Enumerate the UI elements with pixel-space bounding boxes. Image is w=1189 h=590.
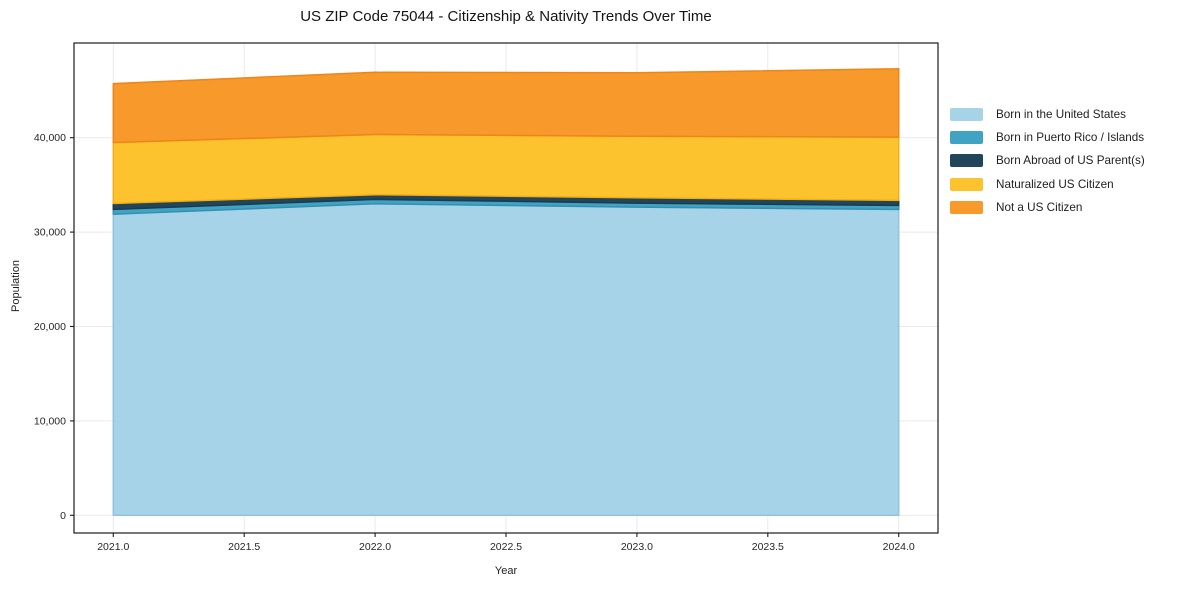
y-tick-label: 10,000 — [34, 415, 66, 427]
x-tick-label: 2021.5 — [228, 541, 260, 553]
x-axis: 2021.0 2021.5 2022.0 2022.5 2023.0 2023.5 2024… — [97, 533, 915, 553]
legend-row-naturalized-us-citizen: Naturalized US Citizen — [950, 173, 1145, 196]
y-tick-label: 0 — [60, 510, 66, 522]
x-tick-label: 2023.5 — [752, 541, 784, 553]
x-tick-label: 2022.0 — [359, 541, 391, 553]
x-tick-label: 2023.0 — [621, 541, 653, 553]
legend-label: Not a US Citizen — [996, 200, 1083, 214]
legend-swatch-icon — [950, 131, 983, 145]
areas — [112, 68, 900, 517]
area-not-a-us-citizen — [112, 68, 900, 144]
x-tick-label: 2022.5 — [490, 541, 522, 553]
x-tick-label: 2024.0 — [883, 541, 915, 553]
legend-swatch-icon — [950, 177, 983, 191]
x-tick-label: 2021.0 — [97, 541, 129, 553]
legend: Born in the United States Born in Puerto … — [950, 103, 1145, 219]
legend-swatch-icon — [950, 200, 983, 214]
legend-swatch-icon — [950, 108, 983, 122]
legend-label: Born in Puerto Rico / Islands — [996, 131, 1145, 145]
legend-label: Born in the United States — [996, 108, 1126, 122]
y-tick-label: 30,000 — [34, 227, 66, 239]
chart-title: US ZIP Code 75044 - Citizenship & Nativi… — [300, 8, 712, 25]
legend-label: Born Abroad of US Parent(s) — [996, 154, 1145, 168]
legend-row-born-in-puerto-rico-islands: Born in Puerto Rico / Islands — [950, 126, 1145, 149]
legend-swatch-icon — [950, 154, 983, 168]
legend-row-born-in-the-united-states: Born in the United States — [950, 103, 1145, 126]
xaxis-title: Year — [495, 565, 518, 577]
y-tick-label: 20,000 — [34, 321, 66, 333]
y-axis: 0 10,000 20,000 30,000 40,000 — [34, 132, 74, 522]
yaxis-title: Population — [10, 260, 22, 312]
area-born-in-the-united-states — [112, 203, 900, 517]
legend-row-born-abroad-of-us-parent-s: Born Abroad of US Parent(s) — [950, 149, 1145, 172]
area-naturalized-us-citizen — [112, 133, 900, 205]
legend-label: Naturalized US Citizen — [996, 177, 1114, 191]
legend-row-not-a-us-citizen: Not a US Citizen — [950, 196, 1145, 219]
y-tick-label: 40,000 — [34, 132, 66, 144]
